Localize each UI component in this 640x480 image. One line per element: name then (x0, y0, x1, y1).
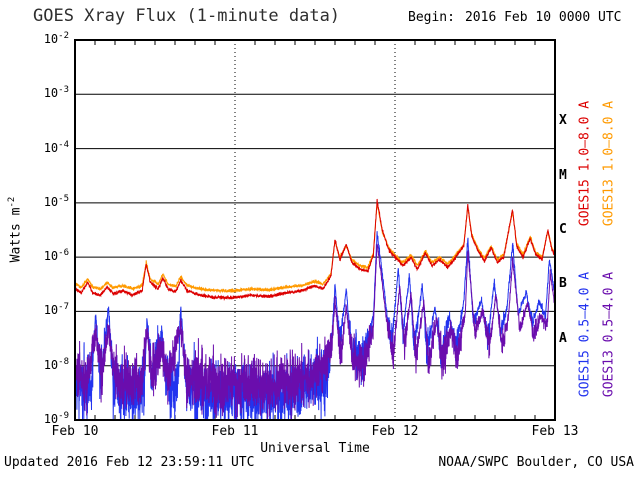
legend-label-goes13-long: GOES13 1.0–8.0 A (601, 100, 617, 227)
series-goes13-short (75, 243, 555, 420)
begin-label: Begin: (408, 10, 455, 25)
y-tick-label: 10-4 (43, 139, 69, 155)
series-goes15-long (75, 198, 555, 301)
legend-label-goes15-short: GOES15 0.5–4.0 A (577, 271, 593, 398)
series-layer (75, 198, 555, 420)
flare-class-letter-c: C (559, 222, 567, 237)
begin-value: 2016 Feb 10 0000 UTC (464, 10, 622, 25)
plot-frame (74, 39, 556, 421)
y-tick-label: 10-8 (43, 356, 69, 372)
page-title: GOES Xray Flux (1-minute data) (33, 6, 341, 26)
legend-label-goes15-long: GOES15 1.0–8.0 A (577, 100, 593, 227)
y-tick-label: 10-7 (43, 302, 69, 318)
flare-class-letter-b: B (559, 276, 567, 292)
updated-timestamp: Updated 2016 Feb 12 23:59:11 UTC (4, 455, 255, 470)
y-tick-label: 10-6 (43, 248, 69, 264)
y-tick-label: 10-5 (43, 193, 69, 209)
flare-class-letter-m: M (559, 167, 567, 183)
flare-class-letter-a: A (559, 330, 567, 346)
flare-class-letter-x: X (559, 113, 567, 129)
x-tick-label: Feb 10 (51, 424, 99, 439)
y-tick-label: 10-2 (43, 31, 69, 47)
begin-time: Begin: 2016 Feb 10 0000 UTC (408, 10, 622, 25)
y-tick-label: 10-9 (43, 411, 69, 427)
x-axis-label: Universal Time (260, 441, 370, 456)
series-goes13-long (75, 202, 555, 294)
x-tick-label: Feb 12 (371, 424, 419, 439)
x-tick-label: Feb 11 (211, 424, 259, 439)
credit-text: NOAA/SWPC Boulder, CO USA (438, 455, 634, 470)
y-axis-label: Watts m-2 (7, 168, 23, 292)
legend-label-goes13-short: GOES13 0.5–4.0 A (601, 271, 617, 398)
x-tick-label: Feb 13 (531, 424, 579, 439)
y-tick-label: 10-3 (43, 85, 69, 101)
